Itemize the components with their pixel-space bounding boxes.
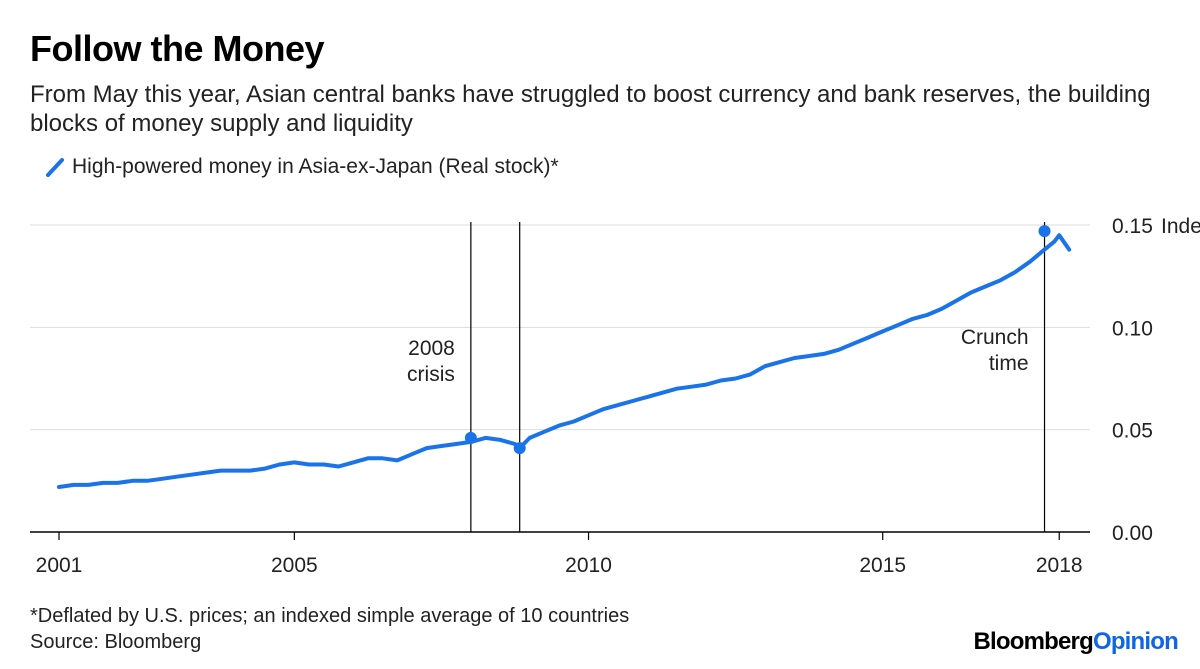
highlight-point <box>464 431 477 444</box>
brand-accent: Opinion <box>1092 628 1179 655</box>
x-tick-label: 2005 <box>271 554 318 577</box>
series-line <box>57 233 1072 489</box>
x-tick-label: 2010 <box>565 554 612 577</box>
x-tick-label: 2018 <box>1036 554 1083 577</box>
y-tick-label: 0.10 <box>1112 317 1153 340</box>
footnote-note: *Deflated by U.S. prices; an indexed sim… <box>30 605 630 627</box>
chart-title: Follow the Money <box>30 28 325 69</box>
y-unit-label: Index <box>1161 215 1200 238</box>
legend: High-powered money in Asia-ex-Japan (Rea… <box>44 155 559 179</box>
y-tick-label: 0.00 <box>1112 522 1153 545</box>
highlight-point <box>1038 225 1051 238</box>
annotation-label-crunch: Crunch time <box>961 326 1029 375</box>
chart-subtitle: From May this year, Asian central banks … <box>30 81 1151 137</box>
highlight-point <box>513 442 526 455</box>
legend-label: High-powered money in Asia-ex-Japan (Rea… <box>72 155 559 178</box>
y-tick-label: 0.05 <box>1112 420 1153 443</box>
line-chart: 0.00 0.05 0.10 0.15 Index 2001 2005 2010 2015 201… <box>30 215 1200 577</box>
x-tick-label: 2015 <box>859 554 906 577</box>
brand-name: Bloomberg <box>973 628 1093 655</box>
x-tick-label: 2001 <box>36 554 83 577</box>
legend-swatch-icon <box>46 158 64 177</box>
annotation-label-crisis: 2008 crisis <box>407 337 455 386</box>
y-tick-label: 0.15 <box>1112 215 1153 238</box>
brand-logo: BloombergOpinion <box>973 628 1178 656</box>
footnote-source: Source: Bloomberg <box>30 631 202 653</box>
footnote: *Deflated by U.S. prices; an indexed sim… <box>30 603 629 655</box>
